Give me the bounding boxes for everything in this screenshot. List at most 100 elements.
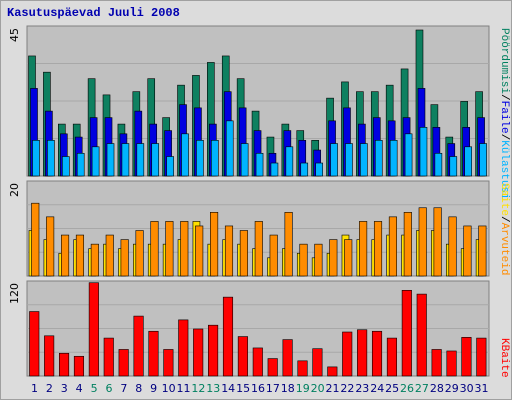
hits-bar — [449, 156, 458, 177]
legend-entry: / — [498, 216, 510, 223]
visits-bar — [254, 221, 263, 277]
hits-bar — [464, 146, 472, 177]
visits-bar — [135, 230, 144, 277]
panel-kbytes: 120 — [8, 280, 490, 377]
hits-bar — [479, 143, 487, 177]
kbytes-bar — [357, 329, 368, 377]
visits-bar — [329, 239, 338, 277]
kbytes-bar — [133, 315, 144, 377]
x-tick-label: 24 — [370, 382, 384, 395]
hits-bar — [121, 143, 130, 177]
hits-bar — [211, 140, 219, 177]
x-tick-label: 30 — [460, 382, 474, 395]
x-tick-label: 22 — [340, 382, 354, 395]
hits-bar — [285, 146, 294, 177]
legend-entry: KBaite — [498, 338, 510, 378]
x-tick-label: 5 — [91, 382, 98, 395]
panel-hits-files-pages: 45 — [8, 25, 490, 177]
kbytes-bar — [103, 337, 114, 377]
x-tick-label: 29 — [445, 382, 459, 395]
x-tick-label: 8 — [135, 382, 142, 395]
visits-bar — [403, 212, 412, 277]
kbytes-bar — [193, 328, 204, 377]
kbytes-bar — [446, 350, 457, 377]
visits-bar — [463, 225, 472, 277]
visits-bar — [195, 225, 204, 277]
x-tick-label: 18 — [281, 382, 295, 395]
hits-bar — [404, 133, 413, 177]
hits-bar — [166, 156, 174, 177]
visits-bar — [359, 221, 368, 277]
kbytes-bar — [118, 349, 129, 377]
visits-bar — [478, 225, 487, 277]
visits-bar — [224, 225, 234, 277]
kbytes-bar — [44, 335, 55, 377]
legend-sites-visits: Saite/Arvuteid — [498, 183, 510, 275]
hits-bar — [300, 162, 309, 177]
hits-bar — [76, 152, 85, 177]
kbytes-bar — [237, 336, 248, 377]
x-tick-label: 13 — [206, 382, 220, 395]
hits-bar — [240, 143, 249, 177]
visits-bar — [31, 202, 40, 277]
visits-bar — [105, 234, 114, 277]
kbytes-bar — [148, 330, 159, 377]
kbytes-bar — [416, 293, 427, 377]
x-tick-label: 28 — [430, 382, 444, 395]
chart-title: Kasutuspäevad Juuli 2008 — [7, 6, 180, 20]
x-tick-label: 15 — [236, 382, 250, 395]
visits-bar — [269, 234, 278, 277]
x-tick-label: 6 — [105, 382, 112, 395]
legend-entry: / — [498, 134, 510, 141]
kbytes-bar — [282, 339, 293, 377]
legend-entry: Arvuteid — [498, 223, 510, 276]
hits-bar — [47, 140, 55, 177]
hits-bar — [196, 140, 204, 177]
x-tick-label: 11 — [176, 382, 190, 395]
x-tick-label: 14 — [221, 382, 235, 395]
x-tick-label: 2 — [46, 382, 53, 395]
legend-entry: Külastusi — [498, 140, 510, 200]
hits-bar — [389, 140, 398, 177]
kbytes-bar — [73, 355, 85, 377]
hits-bar — [434, 152, 443, 177]
visits-bar — [388, 216, 397, 277]
kbytes-bar — [401, 290, 412, 377]
kbytes-bar — [312, 348, 323, 377]
visits-bar — [90, 243, 99, 277]
x-tick-label: 7 — [120, 382, 127, 395]
hits-bar — [32, 140, 40, 177]
visits-bar — [448, 216, 457, 277]
x-tick-label: 9 — [150, 382, 157, 395]
kbytes-bar — [29, 311, 40, 377]
x-tick-label: 21 — [326, 382, 340, 395]
kbytes-bar — [342, 331, 353, 377]
kbytes-bar — [178, 319, 189, 377]
x-tick-label: 31 — [475, 382, 489, 395]
kbytes-bar — [59, 352, 70, 377]
hits-bar — [151, 143, 160, 177]
x-axis-day-labels: 1 2 3 4 5 6 7 8 9 10 11 12 13 14 15 16 17 18 19 20 21 22 23 24 2… — [31, 382, 489, 395]
kbytes-bar — [476, 337, 487, 377]
legend-entry: Faile — [498, 101, 510, 134]
kbytes-bar — [461, 337, 472, 377]
kbytes-bar — [208, 324, 219, 377]
x-tick-label: 3 — [61, 382, 68, 395]
panel-visits-sites: 20 — [8, 180, 490, 277]
x-tick-label: 10 — [162, 382, 176, 395]
hits-bar — [270, 162, 279, 177]
kbytes-bar — [267, 358, 278, 377]
kbytes-bar — [88, 282, 99, 377]
hits-bar — [62, 156, 70, 177]
x-tick-label: 16 — [251, 382, 265, 395]
hits-bar — [330, 143, 338, 177]
hits-bar — [419, 127, 428, 177]
visits-bar — [314, 243, 323, 277]
visits-bar — [46, 216, 55, 277]
hits-bar — [255, 152, 264, 177]
y-axis-max-label: 120 — [8, 283, 21, 304]
visits-bar — [433, 207, 442, 277]
legend-entry: Pöördumisi — [498, 28, 510, 94]
legend-pages-files-visits: Pöördumisi/Faile/Külastusi — [498, 28, 510, 200]
visits-bar — [418, 207, 427, 277]
